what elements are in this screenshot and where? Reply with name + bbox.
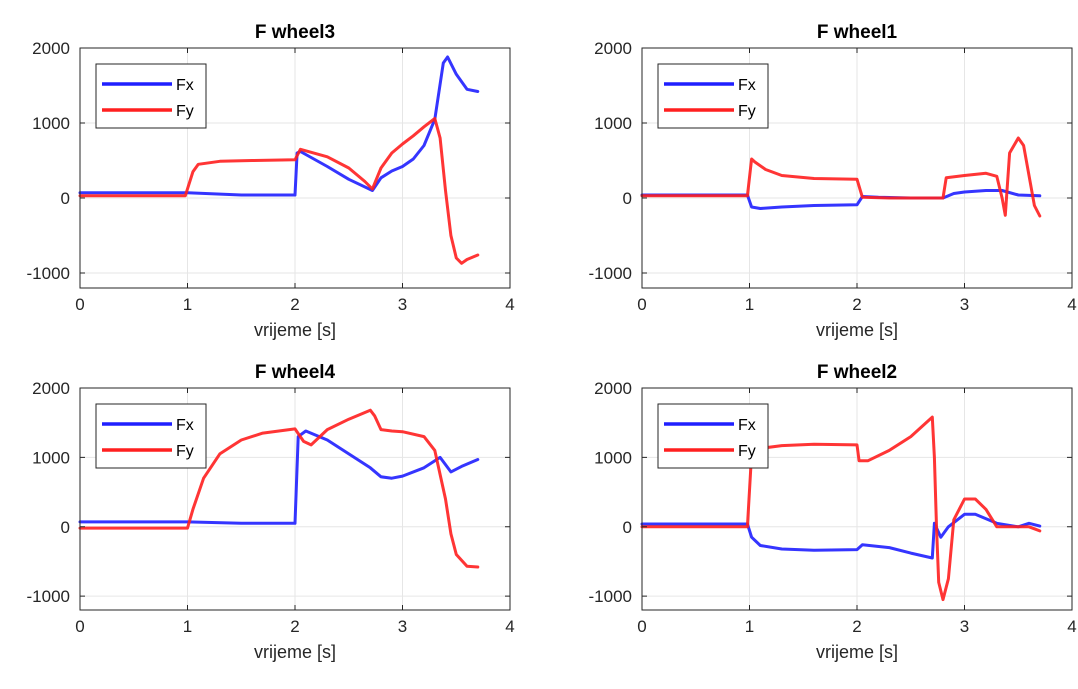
x-tick-label: 0 [637,295,646,314]
x-axis-label: vrijeme [s] [254,320,336,340]
x-tick-label: 4 [505,617,514,636]
x-tick-label: 1 [183,617,192,636]
x-tick-label: 2 [852,295,861,314]
y-tick-label: 2000 [594,379,632,398]
x-tick-label: 4 [1067,617,1076,636]
legend-label-fx: Fx [738,77,756,94]
y-tick-label: 1000 [32,114,70,133]
y-tick-label: 0 [61,189,70,208]
legend-box [95,403,207,469]
x-tick-label: 1 [745,295,754,314]
x-tick-label: 2 [852,617,861,636]
legend: Fx Fy [657,63,769,129]
x-tick-label: 0 [75,617,84,636]
legend-label-fy: Fy [738,443,756,460]
y-tick-label: 2000 [32,39,70,58]
x-tick-label: 4 [1067,295,1076,314]
y-tick-label: -1000 [27,587,70,606]
chart-title: F wheel4 [255,362,336,383]
y-tick-label: 0 [623,518,632,537]
x-tick-label: 1 [183,295,192,314]
x-tick-label: 0 [75,295,84,314]
series-line-fx [78,55,480,197]
legend-label-fy: Fy [176,443,194,460]
legend: Fx Fy [95,403,207,469]
y-tick-label: 1000 [32,448,70,467]
series-line-fy [640,415,1042,602]
legend-label-fy: Fy [738,103,756,120]
y-tick-label: -1000 [589,264,632,283]
series-line-fx [78,429,480,525]
x-axis-label: vrijeme [s] [816,642,898,662]
legend-box [95,63,207,129]
y-tick-label: 2000 [32,379,70,398]
legend-box [657,63,769,129]
x-axis-label: vrijeme [s] [816,320,898,340]
y-tick-label: 1000 [594,448,632,467]
chart-panel-3: 0 1 2 3 4 -1000 0 1000 2000 F wheel4 vrijeme [s] Fx… [27,362,515,662]
legend-label-fx: Fx [176,77,194,94]
x-tick-label: 2 [290,617,299,636]
y-tick-label: -1000 [589,587,632,606]
y-tick-label: 2000 [594,39,632,58]
y-tick-label: 1000 [594,114,632,133]
y-tick-label: -1000 [27,264,70,283]
x-tick-label: 2 [290,295,299,314]
chart-title: F wheel1 [817,22,898,43]
series-line-fy [78,408,480,569]
legend-label-fx: Fx [176,417,194,434]
y-tick-label: 0 [61,518,70,537]
legend-box [657,403,769,469]
x-tick-label: 1 [745,617,754,636]
chart-panel-2: 0 1 2 3 4 -1000 0 1000 2000 F wheel1 vrijeme [s] Fx… [589,22,1077,340]
x-tick-label: 3 [398,617,407,636]
x-tick-label: 3 [960,617,969,636]
series-line-fy [640,136,1042,218]
chart-title: F wheel2 [817,362,897,383]
legend-label-fy: Fy [176,103,194,120]
x-tick-label: 4 [505,295,514,314]
x-axis-label: vrijeme [s] [254,642,336,662]
x-tick-label: 0 [637,617,646,636]
chart-title: F wheel3 [255,22,335,43]
x-tick-label: 3 [398,295,407,314]
x-tick-label: 3 [960,295,969,314]
legend: Fx Fy [657,403,769,469]
y-tick-label: 0 [623,189,632,208]
legend-label-fx: Fx [738,417,756,434]
legend: Fx Fy [95,63,207,129]
series-line-fy [78,117,480,265]
chart-panel-4: 0 1 2 3 4 -1000 0 1000 2000 F wheel2 vrijeme [s] Fx… [589,362,1077,662]
chart-panel-1: 0 1 2 3 4 -1000 0 1000 2000 F wheel3 vrijeme [s] Fx… [27,22,515,340]
